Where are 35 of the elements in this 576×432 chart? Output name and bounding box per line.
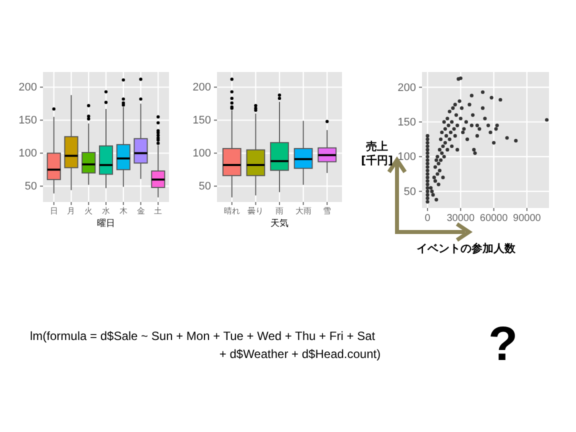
x-axis-title: 曜日	[97, 218, 115, 229]
y-tick-label: 50	[24, 180, 37, 193]
x-tick-label: 90000	[513, 213, 542, 224]
y-tick-label: 50	[404, 186, 416, 198]
x-tick-label: 日	[50, 206, 58, 216]
x-tick-label: 大雨	[295, 206, 312, 216]
y-tick-label: 100	[192, 148, 211, 160]
y-axis-title: 売上 [千円]	[360, 140, 394, 167]
y-tick-label: 200	[192, 82, 211, 94]
y-tick-label: 150	[192, 114, 211, 127]
y-tick-label: 50	[198, 180, 211, 193]
x-tick-label: 火	[84, 206, 93, 216]
x-tick-label: 木	[119, 206, 128, 216]
y-tick-label: 200	[18, 82, 37, 94]
text: ?	[488, 318, 518, 371]
x-tick-label: 曇り	[248, 206, 264, 216]
x-tick-label: 雨	[276, 206, 284, 216]
x-tick-label: 60000	[480, 213, 508, 224]
x-tick-label: 晴れ	[224, 206, 240, 216]
x-axis-title: イベントの参加人数	[416, 242, 516, 255]
y-tick-label: 100	[398, 151, 416, 164]
x-tick-label: 雪	[323, 206, 332, 216]
x-axis-title: 天気	[270, 218, 288, 229]
y-tick-label: 150	[398, 116, 416, 128]
text: + d$Weather + d$Head.count)	[219, 347, 381, 361]
x-tick-label: 水	[102, 206, 110, 216]
x-tick-label: 0	[424, 213, 431, 224]
x-tick-label: 30000	[446, 213, 475, 224]
y-tick-label: 150	[18, 114, 37, 127]
y-tick-label: 200	[398, 82, 416, 94]
text: lm(formula = d$Sale ~ Sun + Mon + Tue + Wed + Thu + Fri + Sat	[30, 329, 376, 343]
x-tick-label: 土	[154, 206, 162, 216]
x-tick-label: 月	[67, 206, 76, 216]
x-tick-label: 金	[136, 206, 145, 216]
y-tick-label: 100	[18, 148, 37, 160]
